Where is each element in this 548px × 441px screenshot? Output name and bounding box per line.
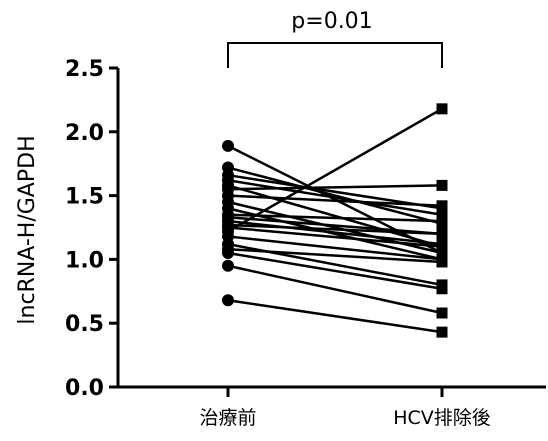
pair-line — [227, 184, 443, 191]
pair-line — [227, 184, 443, 248]
pair-line — [227, 251, 443, 290]
pair-line — [227, 223, 443, 236]
y-tick-label: 0.5 — [65, 312, 104, 337]
before-point — [222, 139, 234, 152]
data-points — [222, 103, 448, 338]
pair-line — [227, 226, 443, 248]
x-tick-label: HCV排除後 — [393, 407, 491, 429]
y-tick-label: 1.5 — [65, 185, 104, 210]
after-point — [436, 241, 448, 253]
before-point — [222, 247, 234, 260]
pair-line — [227, 179, 443, 216]
pair-line — [227, 235, 443, 261]
after-point — [436, 103, 448, 115]
after-point — [436, 209, 448, 221]
y-tick-label: 2.5 — [65, 57, 104, 82]
chart-labels: lncRNA-H/GAPDH p=0.01 — [15, 9, 373, 325]
after-point — [436, 200, 448, 212]
pair-line — [227, 173, 443, 210]
after-point — [436, 307, 448, 319]
axes: 0.0 0.5 1.0 1.5 2.0 2.5 治療前 HCV排除後 — [65, 42, 546, 429]
pair-line — [227, 219, 443, 246]
significance-bracket — [227, 42, 443, 68]
after-point — [436, 215, 448, 227]
pair-line — [227, 213, 443, 223]
after-point — [436, 326, 448, 338]
y-axis-label: lncRNA-H/GAPDH — [15, 135, 40, 324]
after-point — [436, 283, 448, 295]
pair-line — [227, 298, 443, 334]
before-point — [222, 294, 234, 307]
pair-line — [227, 264, 443, 315]
after-point — [436, 256, 448, 268]
x-tick-label: 治療前 — [199, 407, 256, 429]
pair-line — [227, 107, 443, 233]
significance-label: p=0.01 — [291, 9, 372, 34]
pair-line — [227, 194, 443, 208]
after-point — [436, 179, 448, 191]
before-point — [222, 259, 234, 272]
y-tick-label: 1.0 — [65, 248, 104, 273]
pair-line — [227, 247, 443, 264]
after-point — [436, 247, 448, 259]
y-tick-label: 2.0 — [65, 121, 104, 146]
after-point — [436, 228, 448, 240]
y-tick-label: 0.0 — [65, 376, 104, 401]
pair-line — [227, 216, 443, 236]
pair-line — [227, 166, 443, 225]
pair-lines — [227, 107, 443, 334]
